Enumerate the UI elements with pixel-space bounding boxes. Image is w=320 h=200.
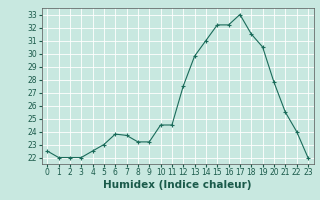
X-axis label: Humidex (Indice chaleur): Humidex (Indice chaleur) xyxy=(103,180,252,190)
